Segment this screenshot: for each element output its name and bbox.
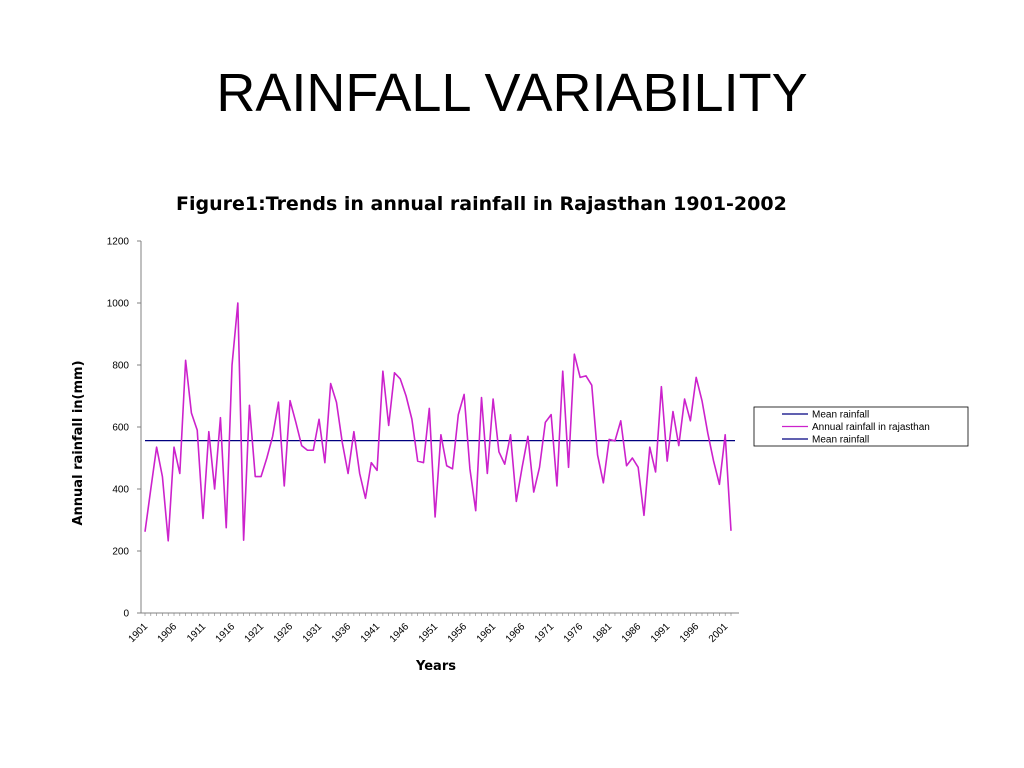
y-axis-title: Annual rainfall in(mm): [71, 360, 86, 525]
legend-label: Mean rainfall: [812, 435, 869, 446]
y-tick-label: 1200: [107, 237, 130, 248]
chart-axes: [140, 241, 739, 614]
x-tick-label: 1921: [243, 621, 267, 645]
x-tick-label: 1951: [417, 621, 441, 645]
x-tick-label: 1946: [388, 621, 412, 645]
x-tick-label: 1926: [272, 621, 296, 645]
x-tick-label: 1981: [591, 621, 615, 645]
x-tick-label: 1916: [214, 621, 238, 645]
x-tick-label: 1971: [533, 621, 557, 645]
x-tick-label: 1931: [301, 621, 325, 645]
x-axis-title: Years: [415, 659, 456, 674]
y-axis-ticks: 0 200 400 600 800 1000 1200: [107, 237, 141, 620]
x-tick-label: 1936: [330, 621, 354, 645]
y-tick-label: 600: [112, 423, 129, 434]
x-tick-label: 1906: [156, 621, 180, 645]
slide-title: RAINFALL VARIABILITY: [216, 63, 808, 123]
legend-label: Annual rainfall in rajasthan: [812, 422, 930, 433]
y-tick-label: 0: [123, 609, 129, 620]
x-tick-label: 1991: [649, 621, 673, 645]
x-tick-label: 1911: [185, 621, 208, 644]
legend-label: Mean rainfall: [812, 410, 869, 421]
y-tick-label: 1000: [107, 299, 130, 310]
x-tick-label: 1956: [446, 621, 470, 645]
chart-title: Figure1:Trends in annual rainfall in Raj…: [176, 193, 787, 215]
x-tick-label: 2001: [707, 621, 731, 645]
x-tick-label: 1966: [504, 621, 528, 645]
annual-rainfall-line: [144, 302, 732, 542]
x-tick-label: 1986: [620, 621, 644, 645]
y-tick-label: 400: [112, 485, 129, 496]
x-axis-ticks: 1901 1906 1911 1916 1921 1926 1931 1936 1941 1946…: [127, 613, 732, 645]
x-tick-label: 1996: [678, 621, 702, 645]
x-tick-label: 1941: [359, 621, 383, 645]
x-tick-label: 1901: [127, 621, 151, 645]
x-tick-label: 1961: [475, 621, 499, 645]
y-tick-label: 800: [112, 361, 129, 372]
x-tick-label: 1976: [562, 621, 586, 645]
y-tick-label: 200: [112, 547, 129, 558]
